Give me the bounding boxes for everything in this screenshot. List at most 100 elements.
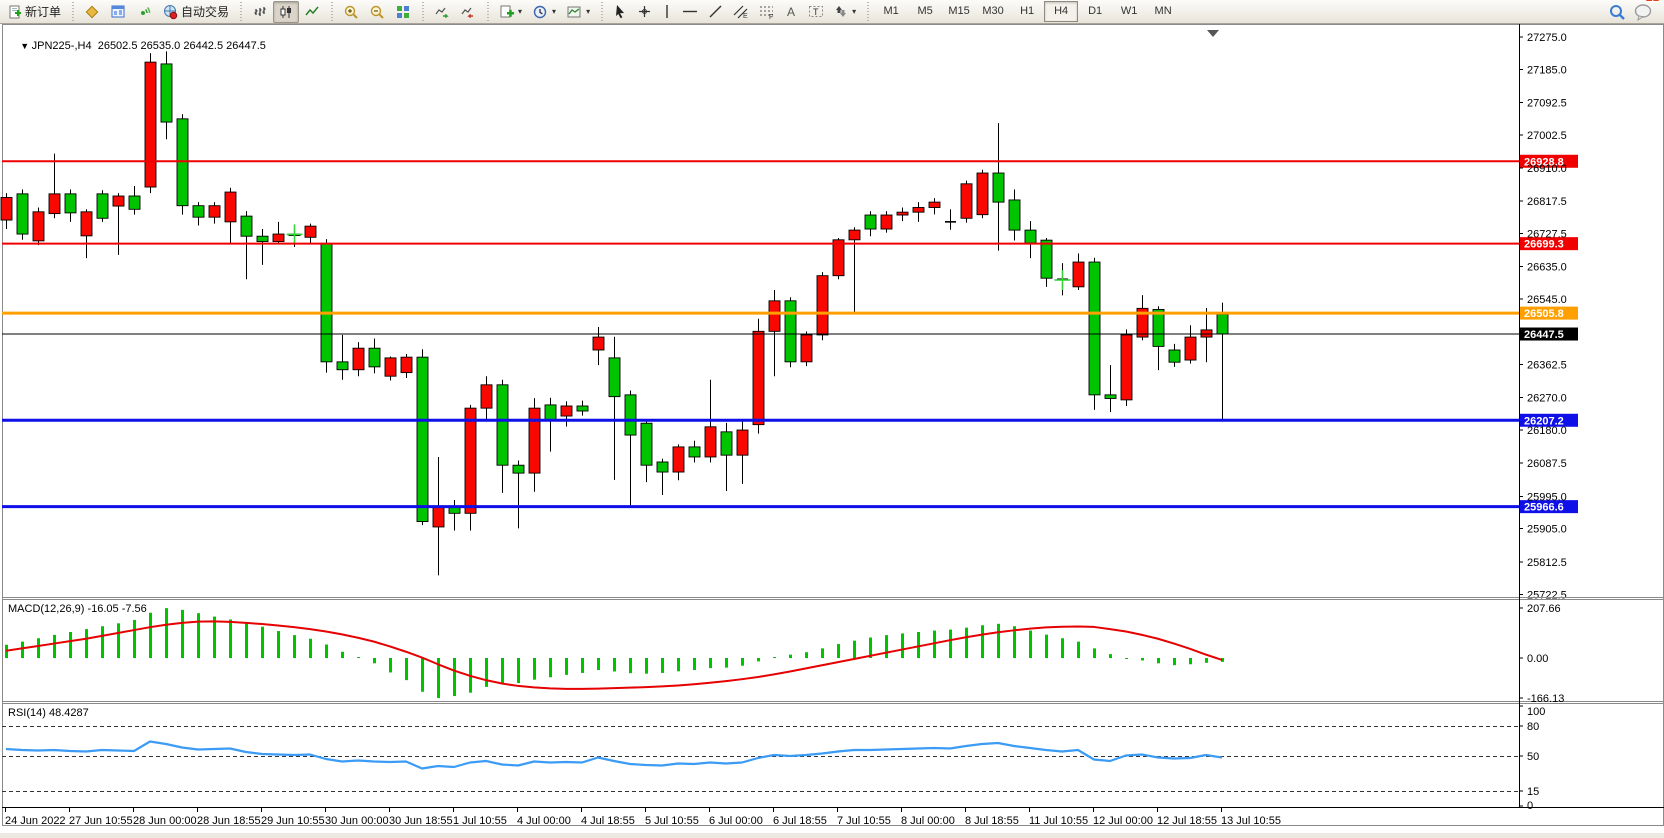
chart-shift-button[interactable] (455, 1, 481, 23)
candle-body (192, 205, 205, 218)
time-axis-label: 6 Jul 18:55 (773, 815, 827, 827)
trendline-icon (708, 4, 723, 19)
auto-scroll-button[interactable] (429, 1, 455, 23)
macd-histogram-bar (1173, 658, 1176, 666)
candle-body (400, 356, 413, 374)
candle-body (32, 211, 45, 242)
cursor-tool-button[interactable] (608, 1, 632, 23)
templates-button[interactable]: ▾ (561, 1, 595, 23)
time-axis-label: 6 Jul 00:00 (709, 815, 763, 827)
arrows-tool-button[interactable]: ▾ (829, 1, 861, 23)
svg-text:F: F (769, 14, 773, 19)
timeframe-H1[interactable]: H1 (1020, 5, 1035, 17)
macd-histogram-bar (981, 625, 984, 658)
tile-windows-button[interactable] (390, 1, 416, 23)
price-axis-label: 26727.5 (1527, 229, 1567, 241)
vertical-line-icon (662, 4, 672, 19)
chart-title: ▼ JPN225-,H4 26502.5 26535.0 26442.5 264… (8, 28, 266, 64)
zoom-out-button[interactable] (364, 1, 390, 23)
vertical-line-tool-button[interactable] (657, 1, 677, 23)
candle-body (1008, 199, 1021, 231)
chart-window[interactable]: 26928.8 26699.3 26505.8 26447.5 26207.2 25966… (0, 24, 1664, 833)
macd-axis-label: 0.00 (1527, 653, 1548, 665)
timeframe-M15[interactable]: M15 (948, 5, 970, 17)
price-tag-label: 26447.5 (1524, 329, 1564, 341)
candle-body (1120, 334, 1133, 401)
macd-label: MACD(12,26,9) -16.05 -7.56 (8, 603, 147, 615)
price-axis-label: 27002.5 (1527, 130, 1567, 142)
collapse-triangle-icon[interactable]: ▼ (20, 41, 32, 51)
candle-body (848, 229, 861, 241)
timeframe-H4[interactable]: H4 (1044, 1, 1079, 22)
periods-button[interactable]: ▾ (527, 1, 561, 23)
time-axis-label: 5 Jul 10:55 (645, 815, 699, 827)
timeframe-W1[interactable]: W1 (1120, 5, 1138, 17)
data-window-button[interactable] (105, 1, 131, 23)
timeframe-D1[interactable]: D1 (1088, 5, 1103, 17)
toolbar-separator (70, 2, 76, 21)
new-order-label: 新订单 (25, 5, 62, 19)
candlestick-mode-button[interactable] (273, 0, 300, 23)
zoom-in-button[interactable] (338, 1, 364, 23)
chart-canvas[interactable]: 26928.8 26699.3 26505.8 26447.5 26207.2 25966… (0, 24, 1664, 833)
macd-histogram-bar (165, 608, 168, 658)
macd-histogram-bar (69, 631, 72, 658)
signal-icon (136, 4, 152, 20)
autotrading-label: 自动交易 (181, 5, 230, 19)
candle-body (736, 429, 749, 456)
label-tool-button[interactable]: T (803, 1, 829, 23)
time-axis-label: 7 Jul 10:55 (837, 815, 891, 827)
horizontal-line-tool-button[interactable] (677, 1, 703, 23)
macd-histogram-bar (437, 658, 440, 698)
bar-chart-mode-button[interactable] (247, 1, 273, 23)
macd-histogram-bar (229, 619, 232, 658)
macd-histogram-bar (597, 658, 600, 671)
toolbar-separator (420, 2, 426, 21)
svg-text:A: A (787, 5, 795, 19)
navigator-button[interactable] (131, 1, 157, 23)
search-icon[interactable] (1608, 3, 1626, 21)
line-chart-mode-button[interactable] (299, 1, 325, 23)
new-order-button[interactable]: 新订单 (3, 1, 66, 23)
text-tool-button[interactable]: A (780, 1, 803, 23)
candle-body (496, 384, 509, 466)
crosshair-tool-button[interactable] (632, 1, 657, 23)
price-axis-label: 26362.5 (1527, 360, 1567, 372)
macd-histogram-bar (645, 658, 648, 674)
candle-body (800, 334, 813, 363)
trendline-tool-button[interactable] (703, 1, 728, 23)
candle-body (928, 201, 941, 208)
price-axis-label: 26635.0 (1527, 262, 1567, 274)
macd-histogram-bar (725, 658, 728, 668)
price-axis-label: 27275.0 (1527, 32, 1567, 44)
bar-chart-icon (252, 4, 268, 20)
timeframe-M5[interactable]: M5 (917, 5, 933, 17)
price-tag-label: 25966.6 (1524, 502, 1564, 514)
candle-body (976, 172, 989, 216)
macd-histogram-bar (661, 658, 664, 673)
candle-body (528, 407, 541, 474)
price-tag-label: 26928.8 (1524, 156, 1564, 168)
arrows-icon (834, 4, 848, 19)
candle-body (880, 214, 893, 230)
market-watch-button[interactable] (79, 1, 105, 23)
timeframe-M30[interactable]: M30 (982, 5, 1004, 17)
macd-histogram-bar (613, 658, 616, 672)
timeframe-M1[interactable]: M1 (883, 5, 899, 17)
candle-body (0, 196, 13, 221)
price-axis-label: 26910.0 (1527, 163, 1567, 175)
channel-tool-button[interactable]: E (728, 1, 754, 23)
autotrading-button[interactable]: 自动交易 (157, 1, 234, 23)
macd-histogram-bar (85, 629, 88, 658)
price-tag (1520, 500, 1578, 514)
zoom-out-icon (369, 4, 385, 20)
macd-histogram-bar (181, 609, 184, 658)
toolbar-separator (485, 2, 491, 21)
timeframe-MN[interactable]: MN (1154, 5, 1172, 17)
notifications-icon[interactable]: 1 (1634, 0, 1660, 21)
candle-body (576, 405, 589, 412)
fibonacci-tool-button[interactable]: F (754, 1, 780, 23)
price-tag (1520, 306, 1578, 320)
new-chart-button[interactable]: ▾ (494, 1, 527, 23)
macd-histogram-bar (309, 638, 312, 658)
